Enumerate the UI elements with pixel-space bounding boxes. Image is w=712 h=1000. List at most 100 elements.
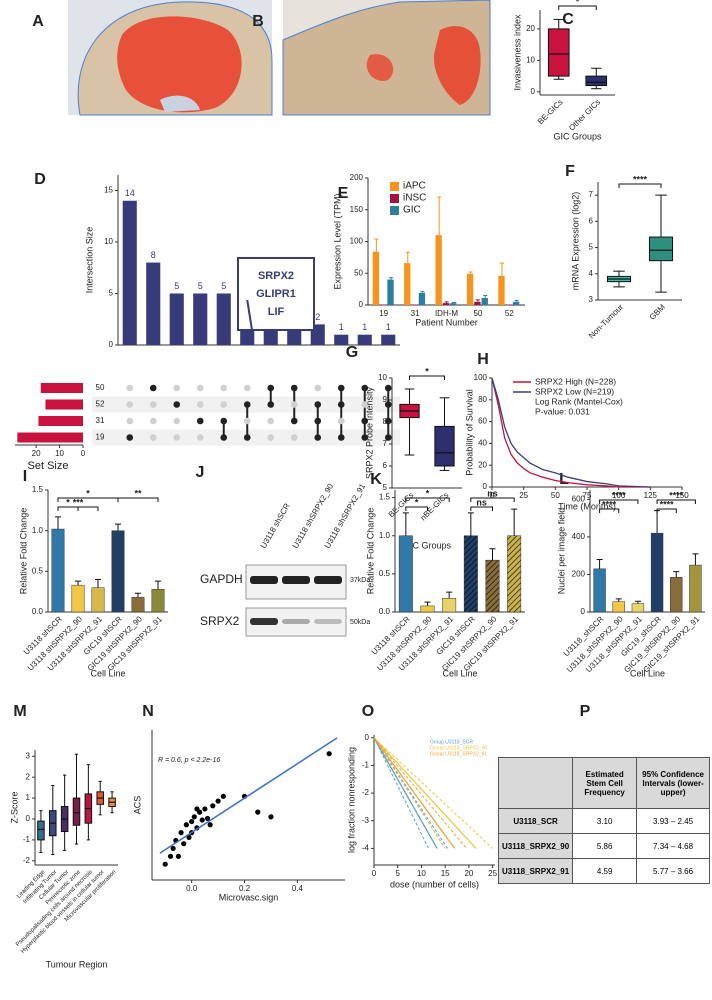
point bbox=[178, 830, 184, 836]
x-tick-label: nBE-GICs bbox=[419, 491, 451, 523]
bar-label: 2 bbox=[315, 312, 320, 322]
bar bbox=[481, 298, 488, 305]
table-header: Estimated Stem Cell Frequency bbox=[572, 757, 638, 809]
series-line bbox=[491, 377, 651, 488]
histology-b bbox=[282, 0, 491, 116]
panel-letter: F bbox=[565, 163, 575, 180]
y-axis-label: mRNA Expression (log2) bbox=[570, 192, 580, 291]
y-tick-label: 0 bbox=[581, 607, 586, 616]
bar bbox=[612, 601, 625, 613]
marker-label: 50kDa bbox=[350, 619, 370, 626]
bar bbox=[91, 587, 105, 613]
error-bar bbox=[467, 512, 474, 536]
bar-label: 1 bbox=[339, 322, 344, 332]
y-tick-label: 8 bbox=[383, 417, 388, 426]
series-line bbox=[373, 737, 477, 849]
y-tick-label: 20 bbox=[478, 460, 487, 469]
bar bbox=[71, 584, 85, 613]
panel-letter: P bbox=[580, 703, 591, 720]
matrix-dot bbox=[267, 384, 275, 392]
x-tick-label: 19 bbox=[379, 309, 388, 318]
matrix-dot bbox=[220, 401, 228, 408]
error-bar bbox=[55, 516, 61, 530]
x-tick-label: BE-GICs bbox=[536, 98, 565, 127]
significance-bracket bbox=[470, 506, 493, 511]
x-tick-label: 0.4 bbox=[292, 884, 304, 893]
panel-letter: A bbox=[32, 13, 44, 30]
bar bbox=[122, 200, 137, 345]
point bbox=[183, 822, 189, 828]
bar bbox=[450, 303, 457, 305]
error-bar bbox=[499, 262, 504, 276]
x-tick-label: 50 bbox=[551, 491, 560, 500]
legend-label: SRPX2 High (N=228) bbox=[535, 376, 616, 386]
y-axis-label: Relative Fold Change bbox=[365, 508, 375, 595]
significance-bracket bbox=[470, 497, 515, 502]
set-tick-label: 10 bbox=[55, 449, 64, 458]
y-tick-label: 5 bbox=[109, 289, 114, 298]
legend-label: Group U3118_SRPX2_90 bbox=[430, 745, 487, 751]
matrix-dot bbox=[290, 384, 298, 392]
x-tick-label: Non-Tumour bbox=[587, 302, 625, 340]
significance-label: * bbox=[66, 497, 70, 507]
y-tick-label: 80 bbox=[478, 395, 487, 404]
lane-label: U3118 shSCR bbox=[259, 502, 292, 550]
matrix-dot bbox=[290, 417, 298, 425]
row-label: U3118_SRPX2_90 bbox=[497, 833, 574, 859]
significance-label: **** bbox=[612, 490, 627, 500]
x-tick-label: 0.0 bbox=[186, 884, 198, 893]
frequency-table: Estimated Stem Cell Frequency 95% Confide… bbox=[497, 757, 710, 884]
y-axis-label: Intersection Size bbox=[84, 227, 94, 294]
bar-label: 5 bbox=[174, 281, 179, 291]
ci-line bbox=[373, 737, 446, 849]
ci-line bbox=[373, 737, 467, 849]
matrix-dot bbox=[314, 434, 322, 441]
matrix-dot bbox=[149, 401, 157, 408]
panel-letter: G bbox=[346, 344, 358, 361]
x-tick-label: 75 bbox=[583, 491, 592, 500]
x-tick-label: 10 bbox=[417, 869, 426, 878]
y-tick-label: 0.0 bbox=[379, 607, 391, 616]
legend-swatch bbox=[390, 182, 399, 191]
x-tick-label: 25 bbox=[488, 869, 497, 878]
matrix-dot bbox=[267, 401, 275, 408]
significance-bracket bbox=[409, 375, 445, 380]
y-tick-label: 5 bbox=[589, 243, 594, 252]
x-tick-label: 0 bbox=[372, 869, 377, 878]
y-tick-label: 100 bbox=[474, 373, 488, 382]
error-bar bbox=[155, 580, 161, 590]
matrix-dot bbox=[290, 401, 298, 408]
matrix-dot bbox=[384, 401, 392, 408]
significance-bracket bbox=[117, 497, 159, 502]
matrix-dot bbox=[243, 384, 251, 392]
bar bbox=[418, 292, 426, 305]
protein-label: SRPX2 bbox=[200, 614, 240, 628]
significance-bracket bbox=[656, 508, 677, 513]
y-tick-label: 7 bbox=[589, 190, 594, 199]
y-tick-label: 9 bbox=[383, 395, 388, 404]
y-tick-label: 6 bbox=[383, 461, 388, 470]
y-tick-label: 10 bbox=[526, 55, 535, 64]
y-tick-label: 7 bbox=[383, 439, 388, 448]
matrix-dot bbox=[314, 417, 322, 425]
error-bar bbox=[135, 592, 141, 598]
x-axis-label: Cell Line bbox=[90, 668, 125, 678]
bar bbox=[387, 279, 394, 305]
error-bar bbox=[654, 510, 661, 534]
bar bbox=[631, 603, 645, 613]
series-line bbox=[373, 737, 438, 849]
x-tick-label: 0.2 bbox=[239, 884, 251, 893]
row-label: U3118_SCR bbox=[497, 808, 574, 834]
y-tick-label: 4 bbox=[589, 269, 594, 278]
y-tick-label: 150 bbox=[350, 205, 364, 214]
panel-letter: J bbox=[196, 464, 205, 481]
ci-line bbox=[373, 737, 493, 849]
matrix-dot bbox=[173, 434, 181, 441]
point bbox=[199, 817, 205, 823]
x-tick-label: 125 bbox=[644, 491, 658, 500]
matrix-dot bbox=[243, 417, 251, 425]
x-tick-label: 52 bbox=[505, 309, 514, 318]
panel-letter: E bbox=[338, 185, 349, 202]
y-tick-label: 0 bbox=[359, 300, 364, 309]
bar bbox=[466, 273, 474, 305]
